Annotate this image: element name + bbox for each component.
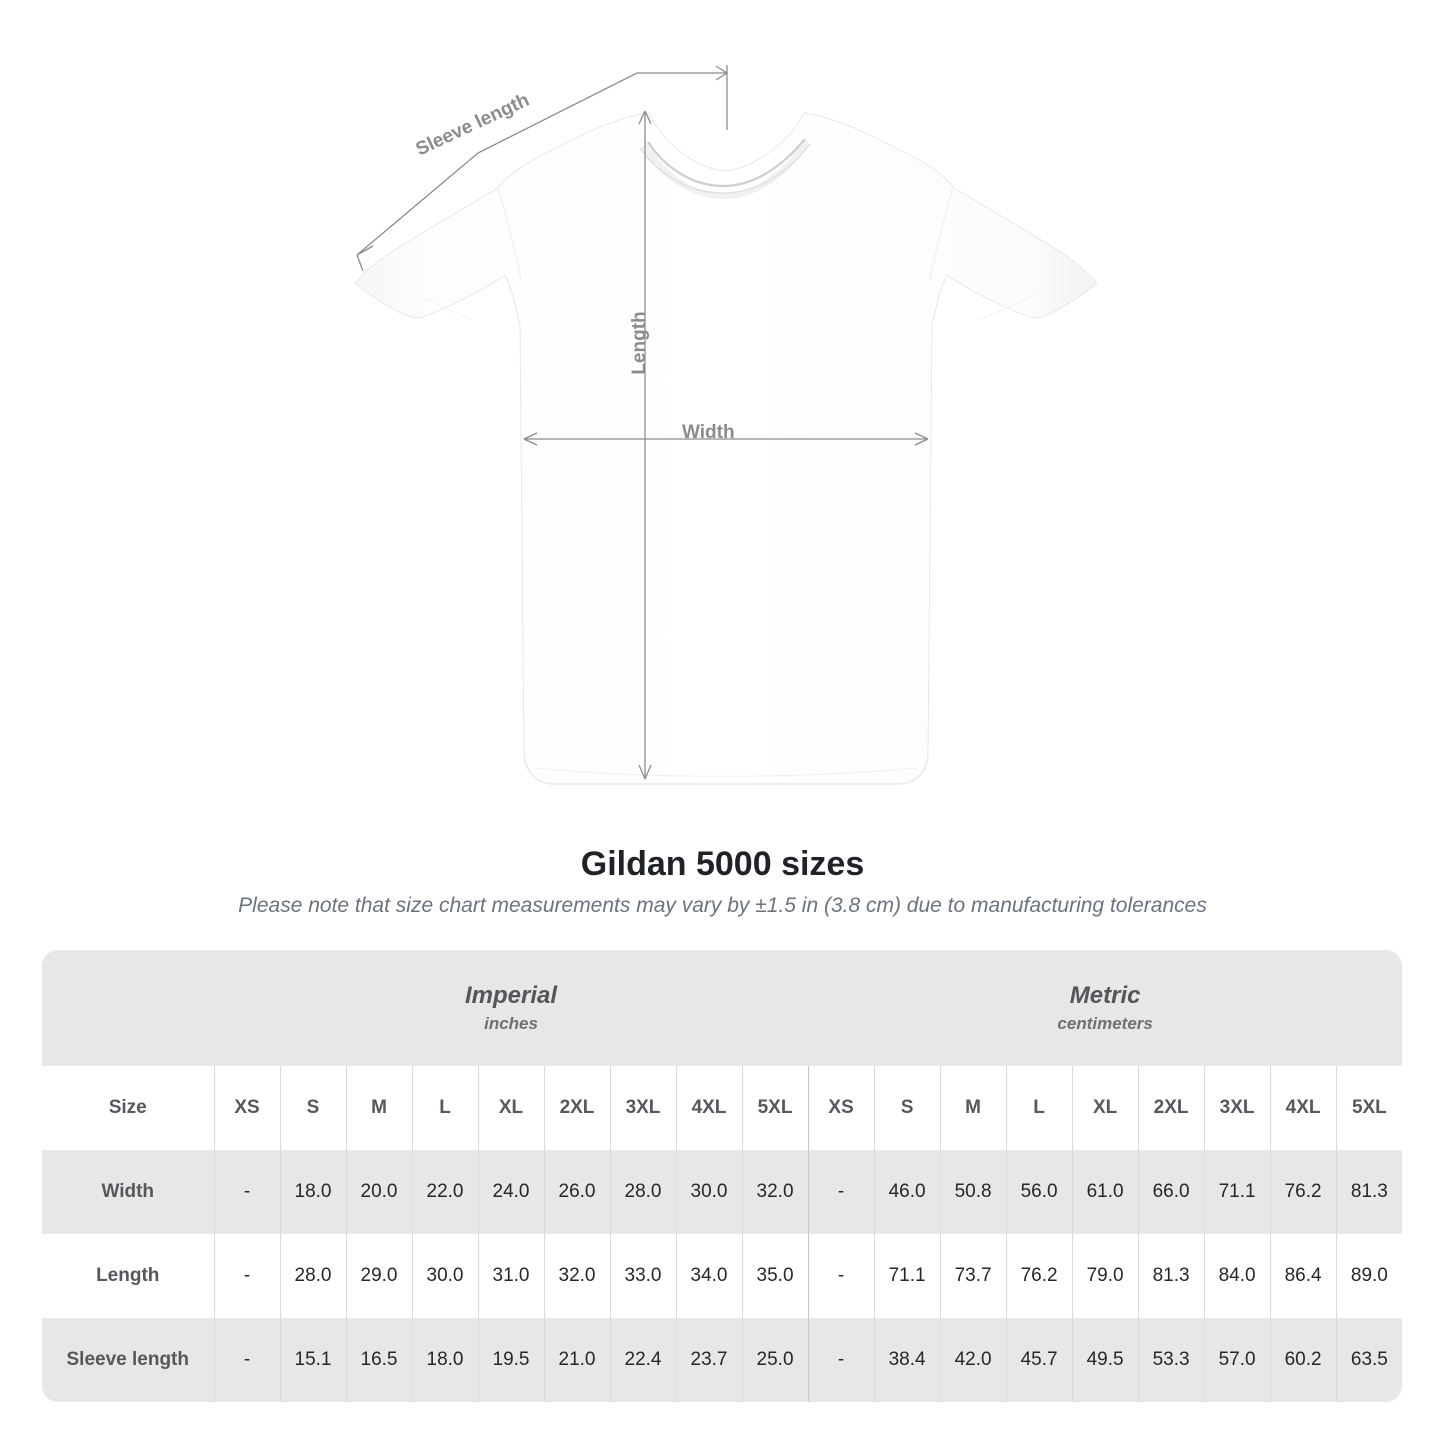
- svg-text:Sleeve length: Sleeve length: [413, 90, 533, 161]
- svg-text:Length: Length: [629, 311, 650, 374]
- svg-text:Width: Width: [682, 422, 735, 443]
